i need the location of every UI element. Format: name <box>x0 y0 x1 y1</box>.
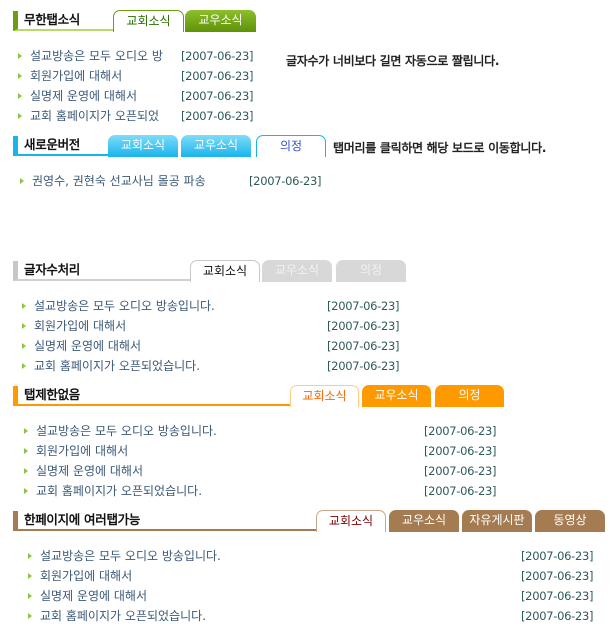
bullet-arrow-icon <box>28 573 32 579</box>
bullet-arrow-icon <box>28 553 32 559</box>
bullet-arrow-icon <box>24 488 28 494</box>
tab-1[interactable]: 교회소식 <box>290 385 359 407</box>
post-date: [2007-06-23] <box>327 339 400 353</box>
post-date: [2007-06-23] <box>181 69 254 83</box>
post-title-link[interactable]: 권영수, 권현숙 선교사님 몰공 파송 <box>32 174 206 188</box>
tab-3[interactable]: 자유게시판 <box>462 510 532 532</box>
bullet-arrow-icon <box>24 468 28 474</box>
post-date: [2007-06-23] <box>327 359 400 373</box>
section-title: 무한탭소식 <box>13 11 113 31</box>
bullet-arrow-icon <box>22 343 26 349</box>
tab-3[interactable]: 의정 <box>336 260 406 282</box>
post-title-link[interactable]: 설교방송은 모두 오디오 방송입니다. <box>34 299 215 313</box>
post-date: [2007-06-23] <box>521 609 594 623</box>
bullet-arrow-icon <box>18 73 22 79</box>
post-title-link[interactable]: 실명제 운영에 대해서 <box>36 464 143 478</box>
post-date: [2007-06-23] <box>249 174 322 188</box>
bullet-arrow-icon <box>20 178 24 184</box>
bullet-arrow-icon <box>18 53 22 59</box>
post-date: [2007-06-23] <box>424 424 497 438</box>
bullet-arrow-icon <box>18 113 22 119</box>
board-note: 탭머리를 클릭하면 해당 보드로 이동합니다. <box>333 141 547 155</box>
post-title-link[interactable]: 교회 홈페이지가 오픈되었 <box>30 109 160 123</box>
tab-1[interactable]: 교회소식 <box>316 510 386 532</box>
post-title-link[interactable]: 실명제 운영에 대해서 <box>40 589 147 603</box>
tab-2[interactable]: 교우소식 <box>389 510 459 532</box>
post-title-link[interactable]: 회원가입에 대해서 <box>30 69 123 83</box>
post-title-link[interactable]: 실명제 운영에 대해서 <box>30 89 137 103</box>
post-title-link[interactable]: 실명제 운영에 대해서 <box>34 339 141 353</box>
post-date: [2007-06-23] <box>521 569 594 583</box>
post-date: [2007-06-23] <box>521 549 594 563</box>
tab-3[interactable]: 의정 <box>256 135 326 157</box>
post-title-link[interactable]: 회원가입에 대해서 <box>40 569 133 583</box>
section-title: 새로운버전 <box>13 136 108 156</box>
tab-2[interactable]: 교우소식 <box>185 10 256 32</box>
tab-4[interactable]: 동영상 <box>535 510 605 532</box>
section-title: 글자수처리 <box>13 261 190 281</box>
bullet-arrow-icon <box>28 593 32 599</box>
post-date: [2007-06-23] <box>181 89 254 103</box>
post-title-link[interactable]: 교회 홈페이지가 오픈되었습니다. <box>40 609 207 623</box>
tab-1[interactable]: 교회소식 <box>113 10 184 32</box>
section-title: 한페이지에 여러탭가능 <box>13 511 316 531</box>
post-date: [2007-06-23] <box>521 589 594 603</box>
tab-2[interactable]: 교우소식 <box>262 260 332 282</box>
post-title-link[interactable]: 회원가입에 대해서 <box>34 319 127 333</box>
bullet-arrow-icon <box>24 428 28 434</box>
bullet-arrow-icon <box>22 323 26 329</box>
post-title-link[interactable]: 설교방송은 모두 오디오 방송입니다. <box>36 424 217 438</box>
tab-3[interactable]: 의정 <box>435 385 504 407</box>
tab-1[interactable]: 교회소식 <box>190 260 260 282</box>
post-date: [2007-06-23] <box>327 299 400 313</box>
bullet-arrow-icon <box>18 93 22 99</box>
tab-2[interactable]: 교우소식 <box>362 385 431 407</box>
post-title-link[interactable]: 설교방송은 모두 오디오 방 <box>30 49 163 63</box>
post-date: [2007-06-23] <box>181 49 254 63</box>
bullet-arrow-icon <box>22 363 26 369</box>
bullet-arrow-icon <box>22 303 26 309</box>
post-date: [2007-06-23] <box>424 444 497 458</box>
bullet-arrow-icon <box>28 613 32 619</box>
post-title-link[interactable]: 회원가입에 대해서 <box>36 444 129 458</box>
board-note: 글자수가 너비보다 길면 자동으로 짤립니다. <box>286 54 500 68</box>
post-title-link[interactable]: 설교방송은 모두 오디오 방송입니다. <box>40 549 221 563</box>
post-date: [2007-06-23] <box>424 464 497 478</box>
post-date: [2007-06-23] <box>327 319 400 333</box>
post-title-link[interactable]: 교회 홈페이지가 오픈되었습니다. <box>34 359 201 373</box>
tab-2[interactable]: 교우소식 <box>181 135 251 157</box>
tab-1[interactable]: 교회소식 <box>108 135 178 157</box>
section-title: 탭제한없음 <box>13 386 290 406</box>
post-title-link[interactable]: 교회 홈페이지가 오픈되었습니다. <box>36 484 203 498</box>
bullet-arrow-icon <box>24 448 28 454</box>
post-date: [2007-06-23] <box>424 484 497 498</box>
post-date: [2007-06-23] <box>181 109 254 123</box>
